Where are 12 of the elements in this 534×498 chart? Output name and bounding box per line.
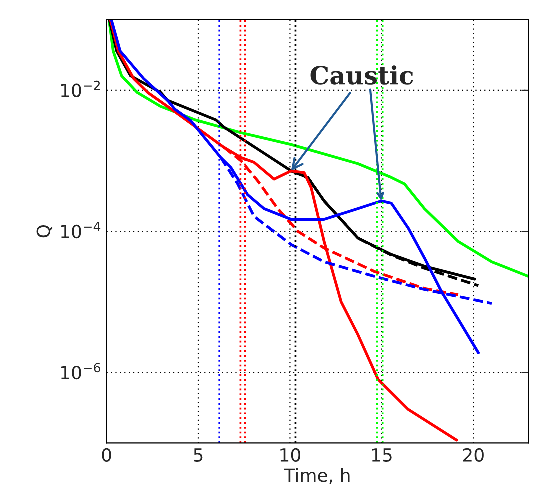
y-tick-label: 10$^{−6}$ xyxy=(61,363,100,380)
line-series xyxy=(109,20,458,442)
x-axis-title: Time, h xyxy=(284,468,350,484)
y-axis-title: Q xyxy=(36,225,53,238)
x-tick-label: 10 xyxy=(280,448,301,462)
x-tick-label: 15 xyxy=(372,448,392,462)
annotation: Caustic xyxy=(310,66,414,85)
x-tick-label: 0 xyxy=(102,448,112,462)
y-tick-label: 10$^{−2}$ xyxy=(61,80,100,98)
x-tick-label: 20 xyxy=(463,448,484,462)
y-tick-label: 10$^{−4}$ xyxy=(61,222,101,239)
x-tick-label: 5 xyxy=(194,448,203,462)
